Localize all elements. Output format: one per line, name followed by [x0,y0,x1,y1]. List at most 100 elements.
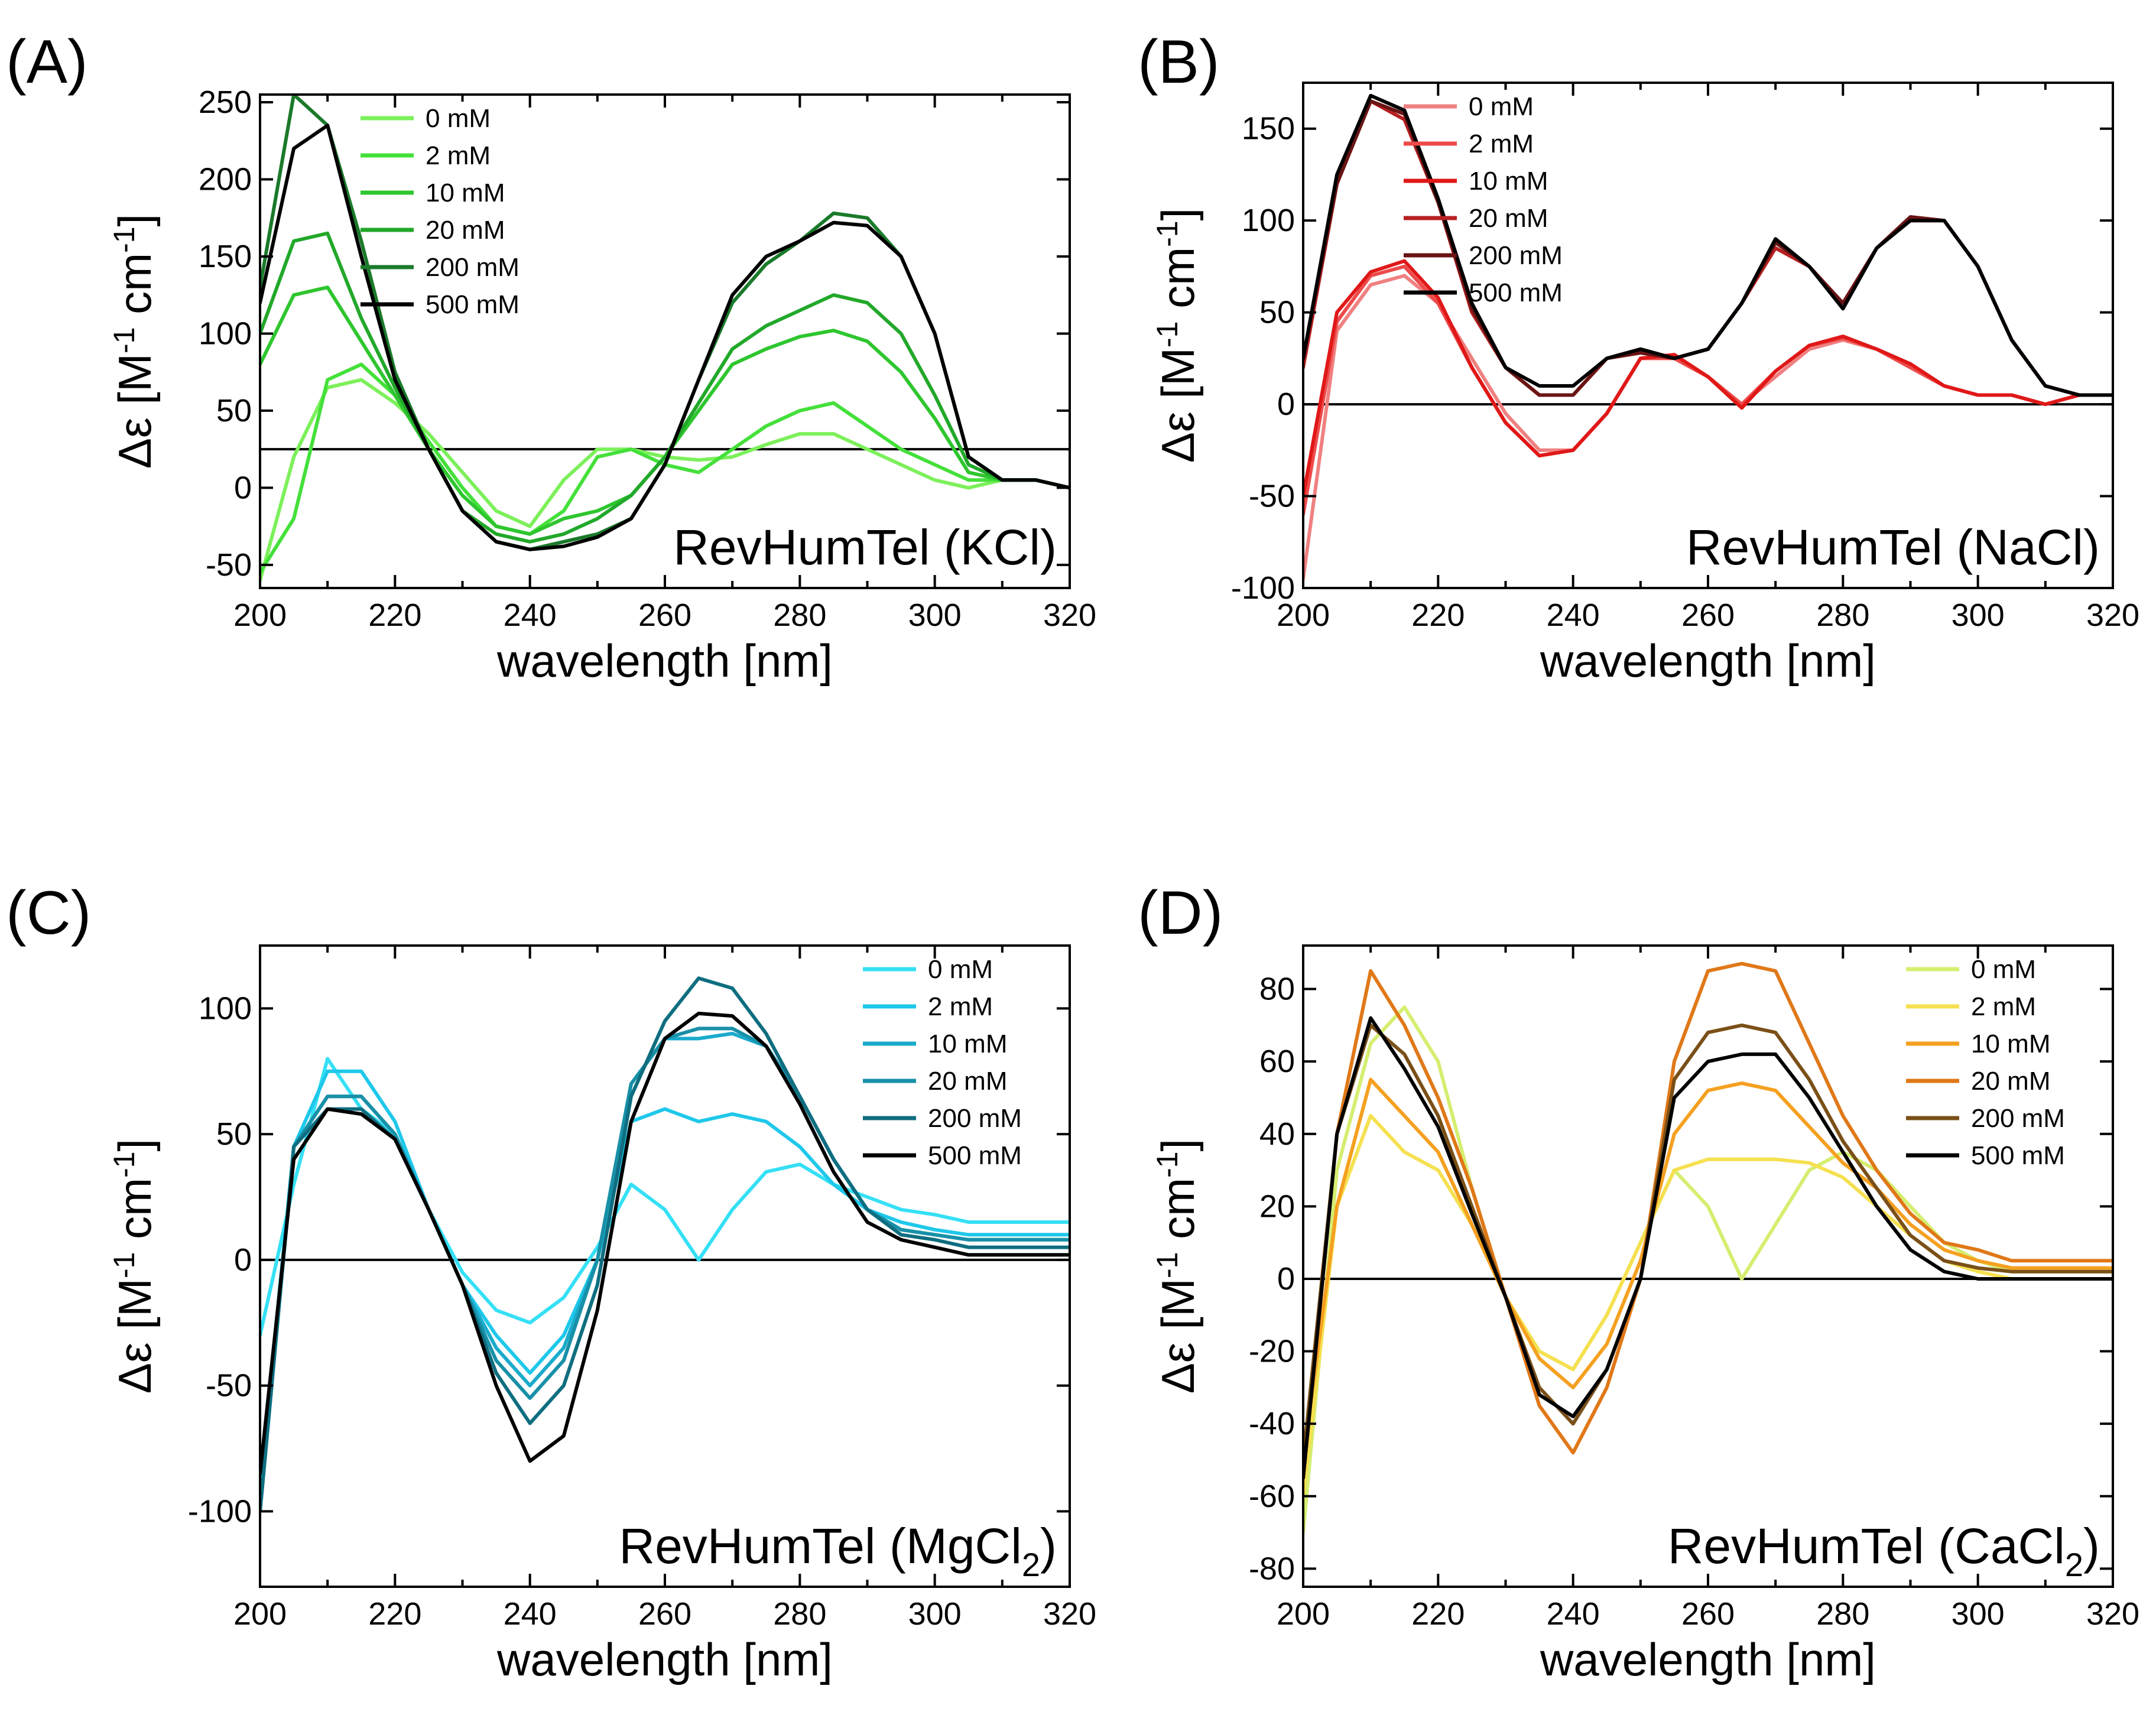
series-line-500-mm [1303,93,2113,397]
x-tick-label: 220 [1411,597,1465,633]
legend-entry: 200 mM [426,253,519,282]
y-tick-label: 150 [1242,111,1295,147]
y-axis-label-part: -1 [108,226,141,252]
legend-entry: 500 mM [1971,1141,2065,1170]
y-tick-label: 50 [1259,295,1295,330]
x-tick-label: 240 [1547,1596,1600,1632]
y-axis-label-part: cm [1152,247,1204,321]
y-axis-label-part: -1 [1151,1151,1184,1177]
legend-entry: 10 mM [928,1029,1007,1058]
legend-entry: 0 mM [1971,955,2036,984]
y-axis-label: Δε [M-1 cm-1] [108,1139,161,1394]
x-tick-label: 200 [1277,1596,1330,1632]
series-line-10-mm [1303,1077,2113,1462]
y-axis-label-part: cm [109,1178,161,1252]
legend-entry: 200 mM [928,1104,1022,1133]
chart-title-sub: 2 [2065,1546,2083,1583]
x-axis-label: wavelength [nm] [1540,635,1876,687]
series-group [260,976,1070,1513]
chart-title-end: ) [1040,1518,1057,1574]
x-axis-label: wavelength [nm] [1540,1633,1876,1685]
y-tick-label: -50 [1249,479,1295,514]
y-axis-label-part: -1 [108,1151,141,1177]
y-tick-label: -100 [188,1493,252,1529]
series-line-2-mm [260,1069,1070,1488]
y-tick-label: 20 [1259,1188,1295,1224]
x-tick-label: 220 [1411,1596,1465,1632]
chart-panel-3: (C) 200 220 240 260 280 300 320 -100 -50 0 50 100 wav… [6,879,1096,1685]
y-axis-label-part: Δε [M [1152,347,1204,463]
x-tick-label: 240 [1547,597,1600,633]
x-tick-label: 240 [504,597,557,633]
legend: 0 mM 2 mM 10 mM 20 mM 200 mM 500 mM [1906,955,2065,1170]
x-tick-label: 320 [1043,597,1096,633]
y-axis-label: Δε [M-1 cm-1] [108,214,161,469]
y-tick-label: 250 [199,85,252,120]
x-tick-label: 280 [773,597,826,633]
x-tick-label: 300 [908,1596,962,1632]
x-tick-label: 300 [1952,597,2005,633]
y-axis-label-part: -1 [1151,220,1184,246]
series-line-10-mm [1303,259,2113,498]
series-line-20-mm [260,231,1070,544]
x-tick-label: 280 [1816,1596,1869,1632]
y-tick-label: 0 [234,1242,252,1278]
y-tick-label: -60 [1249,1479,1295,1514]
x-axis-label: wavelength [nm] [496,1633,833,1685]
chart-title: RevHumTel (MgCl2) [619,1518,1057,1583]
legend-entry: 2 mM [1469,129,1534,158]
y-axis-label-part: Δε [M [1152,1278,1204,1394]
y-axis-label-part: cm [1152,1178,1204,1252]
series-line-500-mm [260,1011,1070,1476]
x-tick-label: 280 [773,1596,826,1632]
series-group [260,95,1070,582]
legend-entry: 200 mM [1971,1104,2065,1133]
y-tick-label: 0 [1277,1261,1295,1297]
x-tick-label: 200 [1277,597,1330,633]
legend: 0 mM 2 mM 10 mM 20 mM 200 mM 500 mM [863,955,1022,1170]
y-tick-label: 50 [216,1116,252,1152]
legend-entry: 20 mM [928,1067,1007,1096]
y-tick-label: -20 [1249,1334,1295,1369]
y-tick-label: 100 [1242,203,1295,238]
legend-entry: 0 mM [1469,92,1534,121]
legend-entry: 10 mM [1971,1029,2050,1058]
y-axis-label-part: Δε [M [109,1278,161,1394]
y-axis-label-part: ] [1152,208,1204,221]
legend-entry: 2 mM [426,141,491,170]
y-tick-label: 60 [1259,1044,1295,1079]
x-tick-label: 220 [368,1596,421,1632]
panel-label: (A) [6,28,88,96]
x-tick-label: 300 [1952,1596,2005,1632]
x-tick-label: 260 [1681,1596,1735,1632]
chart-title: RevHumTel (NaCl) [1686,519,2100,575]
y-axis-label-part: ] [109,1139,161,1152]
x-tick-label: 200 [233,1596,287,1632]
y-tick-label: 80 [1259,972,1295,1007]
y-tick-label: 0 [234,470,252,505]
series-line-200-mm [1303,1023,2113,1462]
legend-entry: 20 mM [1971,1067,2050,1096]
y-tick-label: 0 [1277,386,1295,422]
y-axis-label-part: -1 [108,327,141,353]
y-tick-label: 50 [216,393,252,428]
y-axis-label-part: ] [1152,1139,1204,1152]
x-tick-label: 320 [2086,1596,2139,1632]
panel-label: (B) [1138,28,1220,96]
chart-panel-4: (D)200 220 240 260 280 300 320-80-60-40-200204… [1138,879,2139,1685]
legend-entry: 10 mM [426,178,505,207]
y-tick-label: 100 [199,990,252,1026]
chart-title: RevHumTel (CaCl2) [1668,1518,2100,1583]
legend-entry: 0 mM [426,104,491,133]
y-tick-label: 150 [199,239,252,274]
legend-entry: 2 mM [928,992,993,1021]
legend-entry: 20 mM [1469,204,1548,233]
y-axis-label-part: -1 [108,1252,141,1278]
series-group [1303,93,2113,581]
legend-entry: 500 mM [426,290,519,319]
series-line-500-mm [260,124,1070,551]
x-tick-label: 320 [2086,597,2139,633]
series-line-20-mm [1303,962,2113,1480]
